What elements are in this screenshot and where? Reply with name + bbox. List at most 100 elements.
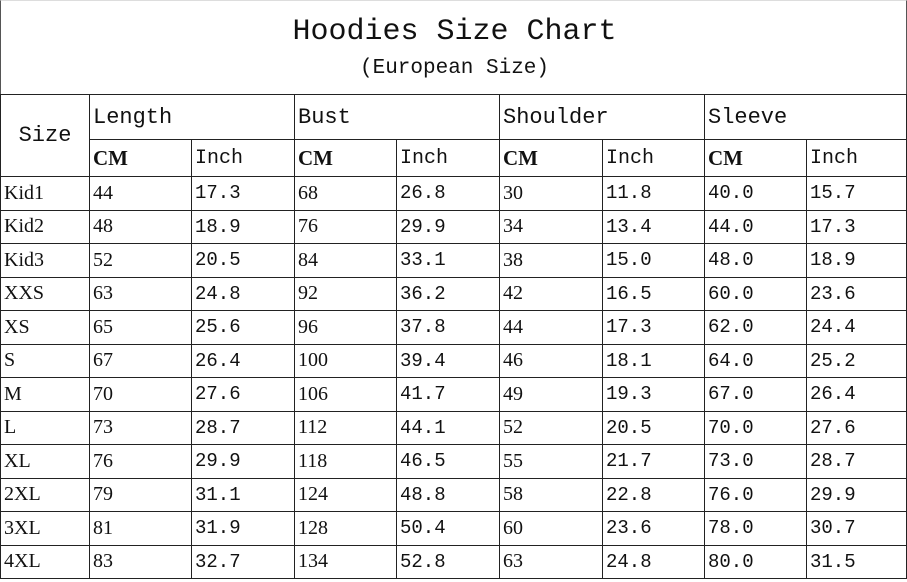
table-row: 4XL 83 32.7 134 52.8 63 24.8 80.0 31.5	[0, 544, 907, 579]
value-cell: 38	[499, 243, 603, 278]
value-cell: 31.1	[191, 477, 295, 512]
value-cell: 11.8	[602, 176, 705, 211]
size-cell: XS	[0, 310, 90, 345]
value-cell: 36.2	[396, 276, 500, 311]
value-cell: 32.7	[191, 544, 295, 579]
value-cell: 44	[89, 176, 192, 211]
size-table: Size Length Bust Shoulder Sleeve CM Inch CM In…	[0, 94, 907, 579]
value-cell: 34	[499, 209, 603, 244]
value-cell: 24.8	[602, 544, 705, 579]
value-cell: 67	[89, 343, 192, 378]
value-cell: 48.8	[396, 477, 500, 512]
value-cell: 62.0	[704, 310, 807, 345]
value-cell: 50.4	[396, 511, 500, 546]
value-cell: 60	[499, 511, 603, 546]
table-row: XS 65 25.6 96 37.8 44 17.3 62.0 24.4	[0, 310, 907, 345]
size-header: Size	[0, 94, 90, 177]
value-cell: 63	[89, 276, 192, 311]
size-cell: XL	[0, 444, 90, 479]
table-row: M 70 27.6 106 41.7 49 19.3 67.0 26.4	[0, 377, 907, 412]
table-row: Kid1 44 17.3 68 26.8 30 11.8 40.0 15.7	[0, 176, 907, 211]
value-cell: 17.3	[806, 209, 907, 244]
value-cell: 49	[499, 377, 603, 412]
value-cell: 23.6	[602, 511, 705, 546]
value-cell: 44.1	[396, 410, 500, 445]
value-cell: 31.5	[806, 544, 907, 579]
value-cell: 80.0	[704, 544, 807, 579]
size-cell: 3XL	[0, 511, 90, 546]
value-cell: 41.7	[396, 377, 500, 412]
value-cell: 73	[89, 410, 192, 445]
value-cell: 19.3	[602, 377, 705, 412]
value-cell: 46.5	[396, 444, 500, 479]
value-cell: 13.4	[602, 209, 705, 244]
value-cell: 118	[294, 444, 397, 479]
value-cell: 55	[499, 444, 603, 479]
unit-header-cm: CM	[294, 139, 397, 177]
group-header-sleeve: Sleeve	[704, 94, 907, 140]
value-cell: 73.0	[704, 444, 807, 479]
value-cell: 21.7	[602, 444, 705, 479]
title-area: Hoodies Size Chart (European Size)	[0, 0, 907, 95]
value-cell: 76.0	[704, 477, 807, 512]
value-cell: 33.1	[396, 243, 500, 278]
value-cell: 48	[89, 209, 192, 244]
value-cell: 20.5	[191, 243, 295, 278]
value-cell: 46	[499, 343, 603, 378]
value-cell: 24.4	[806, 310, 907, 345]
table-row: XXS 63 24.8 92 36.2 42 16.5 60.0 23.6	[0, 276, 907, 311]
value-cell: 76	[294, 209, 397, 244]
value-cell: 29.9	[396, 209, 500, 244]
value-cell: 48.0	[704, 243, 807, 278]
unit-header-row: CM Inch CM Inch CM Inch CM Inch	[1, 139, 907, 177]
value-cell: 29.9	[806, 477, 907, 512]
value-cell: 30	[499, 176, 603, 211]
value-cell: 25.6	[191, 310, 295, 345]
group-header-row: Size Length Bust Shoulder Sleeve	[0, 94, 907, 177]
table-row: S 67 26.4 100 39.4 46 18.1 64.0 25.2	[0, 343, 907, 378]
value-cell: 96	[294, 310, 397, 345]
value-cell: 28.7	[806, 444, 907, 479]
value-cell: 81	[89, 511, 192, 546]
value-cell: 68	[294, 176, 397, 211]
group-header-shoulder: Shoulder	[499, 94, 705, 140]
value-cell: 52	[89, 243, 192, 278]
value-cell: 112	[294, 410, 397, 445]
value-cell: 84	[294, 243, 397, 278]
value-cell: 64.0	[704, 343, 807, 378]
value-cell: 39.4	[396, 343, 500, 378]
table-row: 2XL 79 31.1 124 48.8 58 22.8 76.0 29.9	[0, 477, 907, 512]
size-cell: Kid1	[0, 176, 90, 211]
value-cell: 78.0	[704, 511, 807, 546]
value-cell: 79	[89, 477, 192, 512]
value-cell: 63	[499, 544, 603, 579]
value-cell: 22.8	[602, 477, 705, 512]
value-cell: 134	[294, 544, 397, 579]
value-cell: 83	[89, 544, 192, 579]
value-cell: 20.5	[602, 410, 705, 445]
value-cell: 29.9	[191, 444, 295, 479]
unit-header-inch: Inch	[806, 139, 907, 177]
value-cell: 30.7	[806, 511, 907, 546]
table-row: Kid2 48 18.9 76 29.9 34 13.4 44.0 17.3	[0, 209, 907, 244]
unit-header-cm: CM	[704, 139, 807, 177]
value-cell: 106	[294, 377, 397, 412]
size-cell: 2XL	[0, 477, 90, 512]
unit-header-inch: Inch	[396, 139, 500, 177]
value-cell: 76	[89, 444, 192, 479]
size-cell: L	[0, 410, 90, 445]
value-cell: 17.3	[191, 176, 295, 211]
value-cell: 67.0	[704, 377, 807, 412]
unit-header-cm: CM	[499, 139, 603, 177]
size-cell: 4XL	[0, 544, 90, 579]
value-cell: 18.9	[191, 209, 295, 244]
value-cell: 52	[499, 410, 603, 445]
value-cell: 26.4	[806, 377, 907, 412]
value-cell: 28.7	[191, 410, 295, 445]
chart-title: Hoodies Size Chart	[292, 15, 617, 49]
table-row: XL 76 29.9 118 46.5 55 21.7 73.0 28.7	[0, 444, 907, 479]
value-cell: 58	[499, 477, 603, 512]
size-cell: S	[0, 343, 90, 378]
table-row: 3XL 81 31.9 128 50.4 60 23.6 78.0 30.7	[0, 511, 907, 546]
value-cell: 42	[499, 276, 603, 311]
